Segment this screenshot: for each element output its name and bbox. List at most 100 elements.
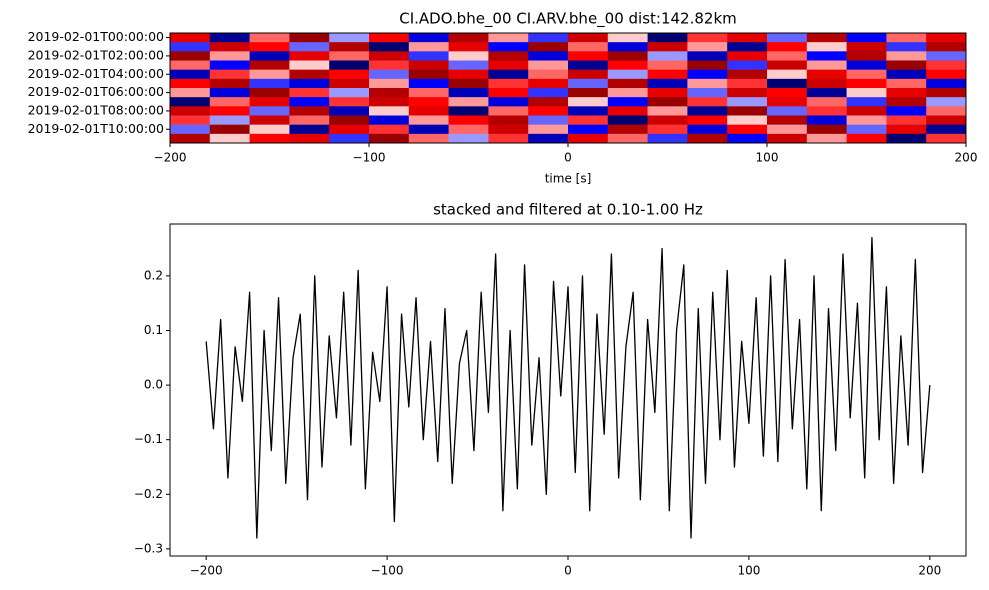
heatmap-cell — [448, 97, 489, 107]
x-axis-label: time [s] — [545, 172, 592, 186]
heatmap-cell — [329, 124, 370, 135]
heatmap-cell — [846, 69, 887, 80]
heatmap-cell — [448, 88, 489, 98]
heatmap-cell — [806, 60, 847, 70]
heatmap-cell — [886, 69, 927, 80]
heatmap-cell — [568, 33, 609, 43]
heatmap-cell — [289, 78, 330, 89]
x-tick-label: −100 — [353, 151, 386, 165]
heatmap-cell — [806, 42, 847, 52]
heatmap-cell — [926, 42, 967, 52]
heatmap-cell — [568, 42, 609, 52]
heatmap-cell — [846, 133, 887, 144]
heatmap-cell — [806, 88, 847, 98]
heatmap-cell — [886, 42, 927, 52]
heatmap-cell — [926, 97, 967, 107]
heatmap-cell — [767, 97, 808, 107]
x-tick-label: 200 — [918, 564, 941, 578]
heatmap-cell — [369, 133, 410, 144]
x-tick-label: 200 — [955, 151, 978, 165]
heatmap-cell — [607, 33, 648, 43]
heatmap-cell — [647, 78, 688, 89]
heatmap-cell — [289, 88, 330, 98]
heatmap-cell — [289, 33, 330, 43]
heatmap-cell — [408, 42, 449, 52]
heatmap-cell — [806, 124, 847, 135]
heatmap-cell — [448, 115, 489, 125]
heatmap-cell — [249, 42, 290, 52]
heatmap-cell — [687, 97, 728, 107]
heatmap-cell — [329, 106, 370, 116]
heatmap-cell — [209, 106, 250, 116]
heatmap-cell — [647, 69, 688, 80]
heatmap-cell — [568, 106, 609, 116]
heatmap-cell — [209, 97, 250, 107]
heatmap-cell — [568, 60, 609, 70]
heatmap-cell — [886, 97, 927, 107]
heatmap-cell — [369, 78, 410, 89]
x-tick-label: −200 — [154, 151, 187, 165]
heatmap-cell — [727, 51, 768, 61]
heatmap-cell — [568, 78, 609, 89]
heatmap-cell — [687, 60, 728, 70]
heatmap-cell — [687, 33, 728, 43]
heatmap-cell — [329, 97, 370, 107]
heatmap-cell — [329, 69, 370, 80]
x-tick-label: 100 — [737, 564, 760, 578]
heatmap-cell — [767, 106, 808, 116]
heatmap-cell — [806, 133, 847, 144]
heatmap-cell — [568, 69, 609, 80]
heatmap-cell — [249, 88, 290, 98]
heatmap-cell — [369, 115, 410, 125]
heatmap-cell — [886, 33, 927, 43]
heatmap-cell — [408, 106, 449, 116]
heatmap-cell — [846, 124, 887, 135]
heatmap-cell — [528, 97, 569, 107]
heatmap-cell — [767, 60, 808, 70]
heatmap-cell — [727, 69, 768, 80]
heatmap-cell — [448, 51, 489, 61]
heatmap-cell — [488, 33, 529, 43]
chart-title: CI.ADO.bhe_00 CI.ARV.bhe_00 dist:142.82k… — [399, 10, 737, 29]
heatmap-cell — [926, 115, 967, 125]
heatmap-cell — [727, 115, 768, 125]
heatmap-cell — [528, 33, 569, 43]
heatmap-cell — [170, 69, 211, 80]
heatmap-cell — [408, 133, 449, 144]
heatmap-cell — [488, 60, 529, 70]
heatmap-cell — [727, 42, 768, 52]
heatmap-cell — [289, 133, 330, 144]
heatmap-cell — [687, 42, 728, 52]
heatmap-cell — [289, 42, 330, 52]
heatmap-cell — [647, 33, 688, 43]
heatmap-cell — [806, 33, 847, 43]
x-tick-label: 100 — [756, 151, 779, 165]
heatmap-cell — [408, 78, 449, 89]
heatmap-cell — [926, 78, 967, 89]
heatmap-cell — [289, 115, 330, 125]
heatmap-cell — [767, 69, 808, 80]
heatmap-cell — [926, 69, 967, 80]
heatmap-cell — [408, 69, 449, 80]
heatmap-cell — [886, 60, 927, 70]
heatmap-cell — [647, 51, 688, 61]
heatmap-cell — [170, 33, 211, 43]
heatmap-cell — [369, 33, 410, 43]
heatmap-cell — [249, 60, 290, 70]
heatmap-cell — [329, 33, 370, 43]
heatmap-cell — [488, 51, 529, 61]
heatmap-cell — [249, 124, 290, 135]
heatmap-cell — [329, 133, 370, 144]
heatmap-cell — [806, 106, 847, 116]
heatmap-cell — [568, 124, 609, 135]
heatmap-cell — [846, 51, 887, 61]
heatmap-cell — [528, 69, 569, 80]
x-tick-label: 0 — [564, 564, 572, 578]
heatmap-cell — [329, 60, 370, 70]
heatmap-cell — [926, 88, 967, 98]
heatmap-cell — [687, 133, 728, 144]
heatmap-cell — [249, 133, 290, 144]
heatmap-cell — [369, 88, 410, 98]
heatmap-cell — [249, 69, 290, 80]
heatmap-cell — [408, 115, 449, 125]
